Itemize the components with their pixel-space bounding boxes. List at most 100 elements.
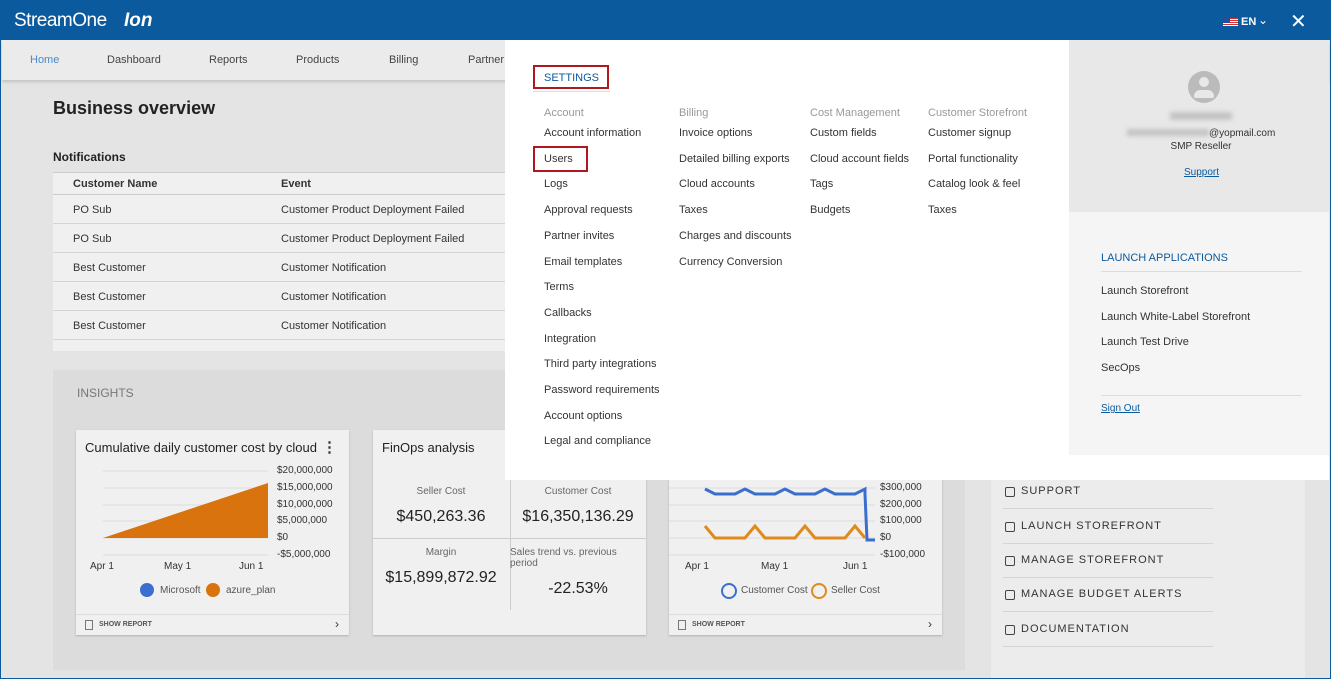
settings-link[interactable]: Cloud accounts xyxy=(679,178,755,191)
nav-item[interactable]: Reports xyxy=(209,54,248,66)
row-divider xyxy=(53,252,513,253)
divider xyxy=(1003,577,1213,578)
legend-swatch xyxy=(721,583,737,599)
chevron[interactable]: › xyxy=(928,617,932,631)
launch-title: LAUNCH APPLICATIONS xyxy=(1101,252,1228,264)
show-report[interactable]: SHOW REPORT xyxy=(692,621,745,628)
insight-card: Cumulative daily customer cost by cloud ⋮… xyxy=(76,430,349,635)
chevron[interactable]: › xyxy=(335,617,339,631)
launch-link[interactable]: SecOps xyxy=(1101,362,1141,375)
settings-link[interactable]: Approval requests xyxy=(544,204,633,217)
settings-link[interactable]: Third party integrations xyxy=(544,358,657,371)
divider xyxy=(510,480,511,610)
x-tick-label: Jun 1 xyxy=(239,561,264,572)
quick-link[interactable]: DOCUMENTATION xyxy=(1021,623,1130,635)
close-button[interactable]: ✕ xyxy=(1290,11,1307,33)
chart-graphic xyxy=(669,486,875,556)
y-tick-label: $5,000,000 xyxy=(277,515,328,526)
legend-label: Customer Cost xyxy=(741,585,808,596)
more-menu[interactable]: ⋮ xyxy=(322,439,337,456)
settings-link[interactable]: Tags xyxy=(810,178,834,191)
quick-link[interactable]: MANAGE BUDGET ALERTS xyxy=(1021,588,1183,600)
divider xyxy=(373,538,646,539)
settings-link[interactable]: Logs xyxy=(544,178,568,191)
table-cell: Customer Notification xyxy=(281,262,387,274)
settings-link[interactable]: Account information xyxy=(544,127,642,139)
divider xyxy=(1003,646,1213,647)
row-divider xyxy=(53,281,513,282)
launch-link[interactable]: Launch White-Label Storefront xyxy=(1101,310,1251,323)
blurred-email xyxy=(1127,129,1209,136)
settings-link[interactable]: Taxes xyxy=(928,204,957,217)
brand-suffix: Ion xyxy=(124,10,153,31)
y-tick-label: $200,000 xyxy=(880,499,922,510)
chevron[interactable]: ⌄ xyxy=(1258,13,1269,27)
nav-item[interactable]: Home xyxy=(30,54,60,66)
quick-link[interactable]: MANAGE STOREFRONT xyxy=(1021,554,1165,566)
settings-link[interactable]: Password requirements xyxy=(544,384,660,396)
divider xyxy=(1101,395,1302,396)
settings-link[interactable]: Email templates xyxy=(544,255,623,268)
settings-link[interactable]: Account options xyxy=(544,409,623,422)
legend-label: Microsoft xyxy=(160,585,201,596)
settings-link[interactable]: Users xyxy=(544,152,573,165)
brand: StreamOne xyxy=(14,10,107,31)
quick-link[interactable]: LAUNCH STOREFRONT xyxy=(1021,520,1162,532)
nav-item[interactable]: Products xyxy=(296,54,340,66)
row-divider xyxy=(53,223,513,224)
language[interactable]: EN xyxy=(1241,16,1257,28)
settings-link[interactable]: Charges and discounts xyxy=(679,229,792,242)
nav-item[interactable]: Dashboard xyxy=(107,54,161,66)
insights-title: INSIGHTS xyxy=(77,386,134,400)
quick-link[interactable]: SUPPORT xyxy=(1021,485,1081,497)
settings-link[interactable]: Detailed billing exports xyxy=(679,152,790,165)
legend-swatch xyxy=(206,583,220,597)
show-report[interactable]: SHOW REPORT xyxy=(99,621,152,628)
settings-link[interactable]: Budgets xyxy=(810,204,851,217)
settings-link[interactable]: Invoice options xyxy=(679,127,753,139)
settings-link[interactable]: Custom fields xyxy=(810,127,877,139)
profile-email: @yopmail.com xyxy=(1209,128,1276,139)
sign-out[interactable]: Sign Out xyxy=(1101,403,1140,414)
doc-icon xyxy=(85,620,93,630)
settings-link[interactable]: Partner invites xyxy=(544,229,615,242)
x-tick-label: May 1 xyxy=(761,561,789,572)
column-header: Customer Name xyxy=(73,178,158,190)
y-tick-label: -$5,000,000 xyxy=(277,549,331,560)
card-title: FinOps analysis xyxy=(382,440,475,455)
metric-label: Margin xyxy=(425,547,457,558)
y-tick-label: $15,000,000 xyxy=(277,482,333,493)
settings-link[interactable]: Integration xyxy=(544,332,596,345)
settings-link[interactable]: Customer signup xyxy=(928,127,1012,139)
x-tick-label: May 1 xyxy=(164,561,192,572)
settings-link[interactable]: Cloud account fields xyxy=(810,152,910,165)
legend-label: Seller Cost xyxy=(831,585,880,596)
settings-link[interactable]: Catalog look & feel xyxy=(928,178,1021,191)
area xyxy=(103,483,268,538)
row-divider xyxy=(53,194,513,195)
x-tick-label: Apr 1 xyxy=(685,561,709,572)
settings-link[interactable]: Callbacks xyxy=(544,306,592,319)
column-heading: Customer Storefront xyxy=(928,107,1028,119)
settings-link[interactable]: Portal functionality xyxy=(928,152,1018,165)
launch-link[interactable]: Launch Test Drive xyxy=(1101,336,1189,349)
settings-link[interactable]: Legal and compliance xyxy=(544,435,652,448)
column-heading: Billing xyxy=(679,107,709,119)
launch-link[interactable]: Launch Storefront xyxy=(1101,285,1189,297)
support-link[interactable]: Support xyxy=(1184,167,1220,178)
line-series xyxy=(703,523,867,540)
settings-link[interactable]: Currency Conversion xyxy=(679,255,783,268)
metric-label: Seller Cost xyxy=(416,486,466,497)
nav-item[interactable]: Billing xyxy=(389,54,419,66)
table-cell: Best Customer xyxy=(73,262,146,274)
settings-link[interactable]: Terms xyxy=(544,281,574,294)
settings-link[interactable]: Taxes xyxy=(679,204,708,217)
table-cell: Customer Notification xyxy=(281,291,387,303)
settings-panel: SETTINGS @yopmail.com SMP Reseller Suppo… xyxy=(505,40,1329,480)
nav-item[interactable]: Partner xyxy=(468,54,505,66)
link-icon xyxy=(1005,522,1015,532)
top-bar: StreamOne Ion EN ⌄ ✕ xyxy=(0,0,1331,40)
blurred-name xyxy=(1170,112,1232,120)
link-icon xyxy=(1005,590,1015,600)
